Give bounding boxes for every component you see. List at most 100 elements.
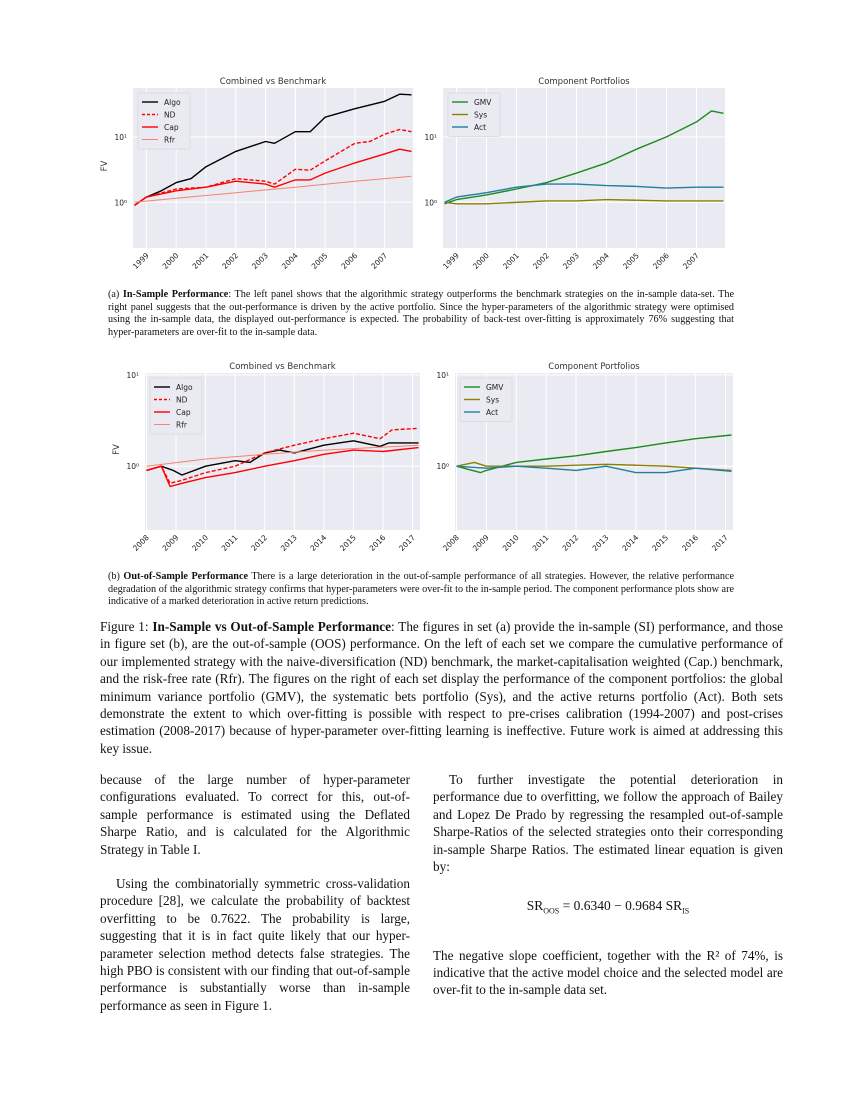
legend: Algo ND Cap Rfr: [149, 377, 203, 435]
x-tick-label: 2005: [310, 251, 330, 271]
y-tick-label: 10¹: [424, 133, 437, 142]
legend-box: [149, 377, 203, 435]
legend-label-gmv: GMV: [486, 383, 504, 392]
eq-rhs-sub: IS: [682, 907, 690, 917]
series-line-act: [456, 465, 732, 474]
x-tick-label: 2014: [620, 533, 640, 553]
legend-label-gmv: GMV: [474, 98, 492, 107]
eq-lhs-sub: OOS: [543, 907, 560, 917]
chart-title: Combined vs Benchmark: [220, 77, 327, 87]
panel-b-label: (b): [108, 571, 124, 582]
chart-panel-2: 1999 2000 2001 2002 2003 2004 2005 2006 2007 10⁰ 1…: [424, 77, 725, 271]
x-tick-label: 2008: [441, 533, 461, 553]
legend-label-nd: ND: [176, 396, 188, 405]
legend-label-algo: Algo: [164, 98, 181, 107]
legend-box: [459, 377, 513, 422]
x-tick-label: 2012: [249, 533, 269, 553]
figure-caption: Figure 1: In-Sample vs Out-of-Sample Per…: [100, 618, 783, 757]
legend: GMV Sys Act: [459, 377, 513, 422]
figure-label: Figure 1:: [100, 619, 153, 634]
x-tick-label: 2015: [650, 533, 670, 553]
x-tick-label: 1999: [441, 251, 461, 271]
series-line-sys: [456, 461, 732, 472]
y-axis-label: FV: [112, 444, 122, 455]
figure-title: In-Sample vs Out-of-Sample Performance: [152, 619, 392, 634]
figure-1-charts: 1999 2000 2001 2002 2003 2004 2005 2006 2007 10⁰ 1…: [100, 77, 733, 553]
chart-panel-1: 1999 2000 2001 2002 2003 2004 2005 2006 2007 10⁰ 1…: [100, 77, 413, 271]
y-tick-label: 10⁰: [436, 462, 449, 471]
x-tick-label: 2013: [279, 533, 299, 553]
x-tick-label: 2000: [471, 251, 491, 271]
panel-b-title: Out-of-Sample Performance: [123, 571, 249, 582]
legend-label-sys: Sys: [486, 396, 499, 405]
legend-label-rfr: Rfr: [164, 136, 176, 145]
chart-title: Component Portfolios: [548, 362, 640, 372]
chart-panel-4: 2008 2009 2010 2011 2012 2013 2014 2015 2016 2017…: [436, 362, 733, 553]
x-tick-label: 2011: [220, 533, 240, 553]
eq-rhs: = 0.6340 − 0.9684 SR: [559, 898, 683, 914]
x-tick-label: 2016: [680, 533, 700, 553]
y-axis-label: FV: [100, 160, 110, 171]
x-tick-label: 2007: [369, 251, 389, 271]
series-line-algo: [134, 93, 412, 206]
x-tick-label: 2011: [531, 533, 551, 553]
x-tick-label: 2004: [280, 251, 300, 271]
x-tick-label: 2002: [220, 251, 240, 271]
series-line-sys: [444, 198, 724, 205]
y-tick-label: 10⁰: [126, 462, 139, 471]
x-tick-label: 2006: [651, 251, 671, 271]
legend: GMV Sys Act: [447, 92, 501, 137]
x-tick-label: 2016: [368, 533, 388, 553]
x-tick-label: 2017: [710, 533, 730, 553]
legend: Algo ND Cap Rfr: [137, 92, 191, 150]
x-tick-label: 2008: [131, 533, 151, 553]
y-tick-label: 10¹: [114, 133, 127, 142]
chart-panel-3: 2008 2009 2010 2011 2012 2013 2014 2015 2016 2017…: [112, 362, 420, 553]
x-tick-label: 2013: [591, 533, 611, 553]
series-line-gmv: [456, 434, 732, 474]
chart-title: Combined vs Benchmark: [229, 362, 336, 372]
y-tick-label: 10⁰: [424, 198, 437, 207]
chart-title: Component Portfolios: [538, 77, 630, 87]
paragraph: To further investigate the potential det…: [433, 772, 783, 875]
series-line-nd: [134, 128, 412, 206]
panel-a-caption: (a) In-Sample Performance: The left pane…: [108, 289, 734, 339]
panel-a-title: In-Sample Performance: [122, 289, 229, 300]
x-tick-label: 2005: [621, 251, 641, 271]
panel-b-text: There is a large deterioration in the ou…: [108, 571, 734, 608]
x-tick-label: 2010: [501, 533, 521, 553]
x-tick-label: 2003: [561, 251, 581, 271]
series-line-rfr: [146, 444, 419, 467]
x-tick-label: 2015: [338, 533, 358, 553]
series-line-rfr: [134, 175, 412, 203]
legend-label-cap: Cap: [164, 123, 179, 132]
series-line-nd: [146, 427, 419, 484]
left-column: because of the large number of hyper-par…: [100, 771, 410, 1031]
x-tick-label: 2009: [471, 533, 491, 553]
panel-a-text: : The left panel shows that the algorith…: [108, 289, 734, 338]
regression-equation: SROOS = 0.6340 − 0.9684 SRIS: [433, 897, 783, 920]
x-tick-label: 2001: [191, 251, 211, 271]
legend-label-cap: Cap: [176, 408, 191, 417]
paragraph: because of the large number of hyper-par…: [100, 772, 410, 857]
legend-label-nd: ND: [164, 111, 176, 120]
y-tick-label: 10¹: [126, 371, 139, 380]
figure-caption-text: : The figures in set (a) provide the in-…: [100, 619, 783, 756]
x-tick-label: 2009: [161, 533, 181, 553]
x-tick-label: 2006: [339, 251, 359, 271]
x-tick-label: 2017: [397, 533, 417, 553]
series-line-act: [444, 183, 724, 203]
legend-box: [447, 92, 501, 137]
x-tick-label: 2014: [308, 533, 328, 553]
legend-label-act: Act: [474, 123, 486, 132]
paragraph: The negative slope coefficient, together…: [433, 947, 783, 998]
panel-b-caption: (b) Out-of-Sample Performance There is a…: [108, 571, 734, 609]
y-tick-label: 10¹: [436, 371, 449, 380]
x-tick-label: 1999: [131, 251, 151, 271]
panel-a-label: (a): [108, 289, 123, 300]
x-tick-label: 2001: [501, 251, 521, 271]
x-tick-label: 2010: [190, 533, 210, 553]
series-line-cap: [146, 446, 419, 488]
legend-box: [137, 92, 191, 150]
